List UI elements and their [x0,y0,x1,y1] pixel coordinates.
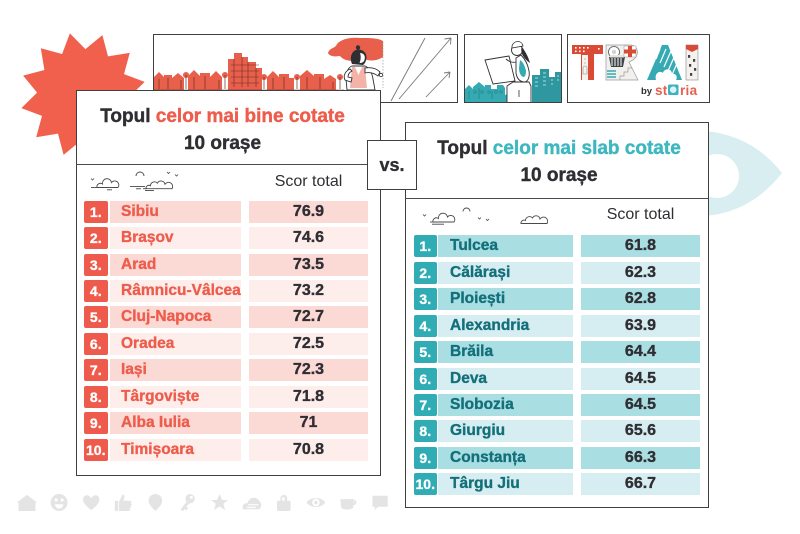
svg-text:st: st [655,83,668,98]
svg-text:ria: ria [680,83,698,98]
svg-text:by: by [641,86,653,97]
